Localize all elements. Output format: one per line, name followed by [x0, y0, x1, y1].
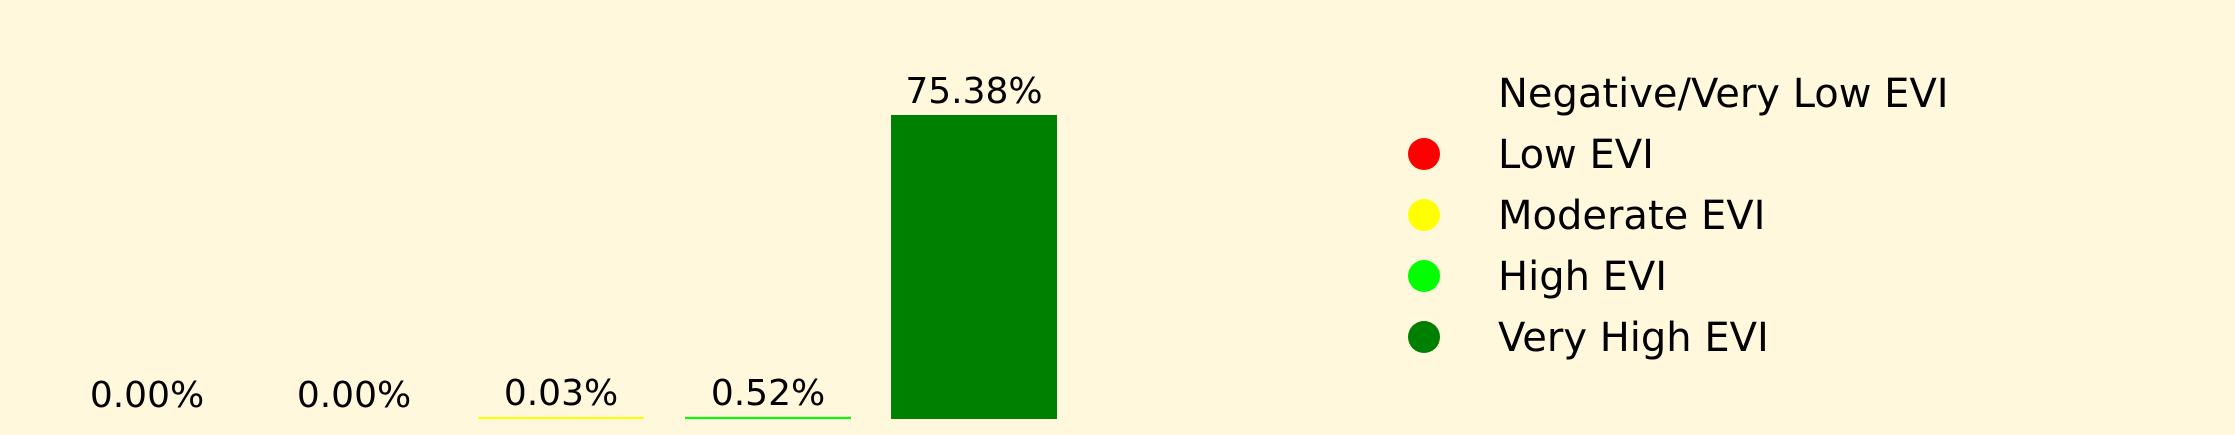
bar-value-label-1: 0.00% [297, 375, 411, 416]
legend-label-4: Very High EVI [1498, 315, 1769, 361]
legend-marker-4 [1408, 321, 1440, 353]
bar-value-label-2: 0.03% [504, 373, 618, 414]
bar-4 [891, 115, 1057, 419]
bar-value-label-0: 0.00% [90, 375, 204, 416]
legend-marker-2 [1408, 199, 1440, 231]
bars-group [478, 115, 1057, 419]
legend: Negative/Very Low EVI Low EVI Moderate EVI… [1408, 71, 1949, 361]
bar-value-label-3: 0.52% [711, 373, 825, 414]
legend-marker-3 [1408, 260, 1440, 292]
legend-label-1: Low EVI [1498, 132, 1654, 178]
bar-2 [478, 417, 644, 419]
legend-label-0: Negative/Very Low EVI [1498, 71, 1949, 117]
legend-marker-0 [1408, 77, 1440, 109]
legend-label-2: Moderate EVI [1498, 193, 1765, 239]
bar-value-labels: 0.00% 0.00% 0.03% 0.52% 75.38% [90, 71, 1043, 416]
legend-label-3: High EVI [1498, 254, 1667, 300]
bar-value-label-4: 75.38% [905, 71, 1042, 112]
legend-marker-1 [1408, 138, 1440, 170]
bar-3 [685, 416, 851, 419]
